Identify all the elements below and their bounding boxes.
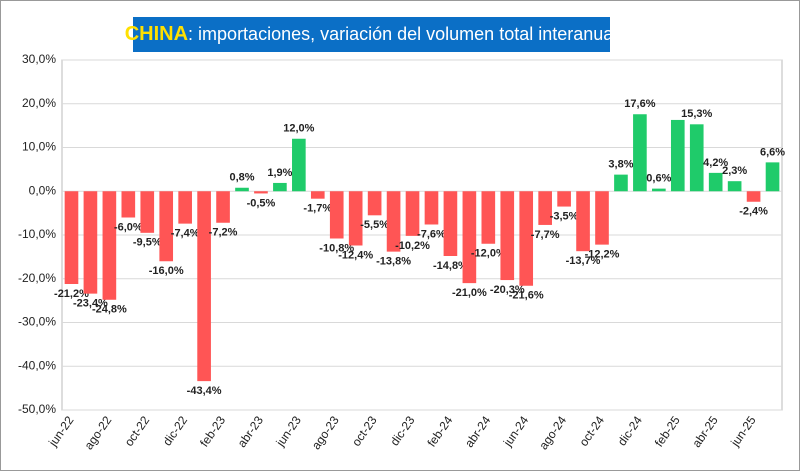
data-label: 1,9% <box>267 167 292 179</box>
data-label: -3,5% <box>550 210 579 222</box>
data-label: -5,5% <box>360 219 389 231</box>
y-tick-label: -50,0% <box>18 402 56 416</box>
y-tick-label: 30,0% <box>22 52 56 66</box>
bar <box>500 191 515 281</box>
data-label: 2,3% <box>722 165 747 177</box>
bar <box>348 191 363 246</box>
bar <box>538 191 552 225</box>
data-label: -10,8% <box>319 242 354 254</box>
data-label: -12,0% <box>471 248 506 260</box>
bar <box>273 182 287 192</box>
data-label: -7,4% <box>171 228 200 240</box>
data-label: -21,0% <box>452 287 487 299</box>
y-tick-label: -40,0% <box>18 358 56 372</box>
bar <box>462 191 477 284</box>
bar <box>633 114 647 192</box>
y-tick-label: 20,0% <box>22 96 56 110</box>
data-label: -20,3% <box>490 284 525 296</box>
bar <box>83 191 98 294</box>
y-tick-label: -30,0% <box>18 315 56 329</box>
bar <box>386 191 401 252</box>
data-label: -14,8% <box>433 260 468 272</box>
data-label: -7,7% <box>531 229 560 241</box>
data-label: 4,2% <box>703 157 728 169</box>
bar <box>216 191 230 223</box>
bar <box>121 191 136 218</box>
bar <box>254 191 268 194</box>
data-label: -7,2% <box>209 227 238 239</box>
bar <box>329 191 344 239</box>
data-label: 6,6% <box>760 146 785 158</box>
bar <box>576 191 590 252</box>
y-tick-label: -10,0% <box>18 227 56 241</box>
bar <box>443 191 458 256</box>
data-label: -6,0% <box>114 221 143 233</box>
data-label: -21,2% <box>54 288 89 300</box>
bar <box>405 191 420 236</box>
bar <box>178 191 192 224</box>
bar <box>708 172 723 192</box>
data-label: -23,4% <box>73 298 108 310</box>
data-label: -16,0% <box>149 265 184 277</box>
data-label: 12,0% <box>283 123 314 135</box>
data-label: 0,6% <box>646 173 671 185</box>
bar <box>765 162 780 192</box>
bar <box>557 191 571 207</box>
bar <box>519 191 534 286</box>
data-label: -12,4% <box>338 249 373 261</box>
data-label: -21,6% <box>509 290 544 302</box>
bar <box>310 191 325 199</box>
bar <box>746 191 761 202</box>
chart-title: CHINA: importaciones, variación del volu… <box>125 23 618 45</box>
data-label: -13,7% <box>566 255 601 267</box>
data-label: -0,5% <box>247 197 276 209</box>
y-tick-label: 10,0% <box>22 140 56 154</box>
data-label: -24,8% <box>92 304 127 316</box>
bar <box>367 191 382 216</box>
title-highlight: CHINA <box>125 23 188 45</box>
y-tick-label: -20,0% <box>18 271 56 285</box>
bar <box>424 191 439 225</box>
y-tick-label: 0,0% <box>29 183 57 197</box>
bar <box>292 138 306 192</box>
bar <box>670 119 685 192</box>
bar <box>652 188 666 192</box>
data-label: -10,2% <box>395 240 430 252</box>
bar <box>102 191 117 300</box>
data-label: 15,3% <box>681 108 712 120</box>
data-label: -1,7% <box>303 203 332 215</box>
data-label: -12,2% <box>585 249 620 261</box>
title-box <box>133 17 610 52</box>
bar <box>159 191 174 262</box>
bar <box>140 191 155 233</box>
data-label: 0,8% <box>229 172 254 184</box>
data-label: -7,6% <box>417 228 446 240</box>
data-label: -13,8% <box>376 256 411 268</box>
bar <box>689 124 704 192</box>
title-text: : importaciones, variación del volumen t… <box>188 24 617 44</box>
bar <box>235 187 249 192</box>
data-label: -9,5% <box>133 237 162 249</box>
bar <box>64 191 79 284</box>
data-label: 17,6% <box>624 98 655 110</box>
data-label: 3,8% <box>608 159 633 171</box>
bar <box>481 191 496 244</box>
bar <box>614 174 628 192</box>
bar <box>727 181 742 192</box>
data-label: -2,4% <box>739 206 768 218</box>
data-label: -43,4% <box>187 385 222 397</box>
bar <box>595 191 609 245</box>
bar <box>197 191 211 382</box>
